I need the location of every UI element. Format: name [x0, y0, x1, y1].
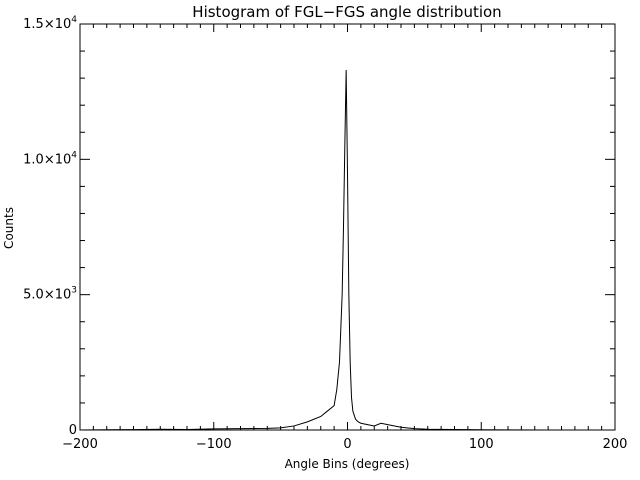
- series-line: [79, 70, 615, 431]
- x-tick-label: −100: [196, 437, 232, 452]
- x-tick-label: 100: [469, 437, 494, 452]
- x-tick-label: 0: [343, 437, 351, 452]
- tick-labels: −200 −100 0 100 200 0 5.0×103 1.0×104 1.5×104: [23, 15, 627, 452]
- y-tick-label: 5.0×103: [23, 286, 77, 303]
- y-tick-label: 1.5×104: [23, 15, 77, 32]
- plot-frame: [79, 23, 616, 431]
- x-axis-label: Angle Bins (degrees): [285, 457, 410, 471]
- tick-marks: [79, 23, 616, 431]
- chart-title: Histogram of FGL−FGS angle distribution: [192, 3, 501, 21]
- y-axis-label: Counts: [2, 207, 16, 249]
- y-tick-label: 1.0×104: [23, 150, 77, 167]
- y-tick-label: 0: [69, 423, 77, 438]
- x-tick-label: 200: [603, 437, 628, 452]
- x-tick-label: −200: [62, 437, 98, 452]
